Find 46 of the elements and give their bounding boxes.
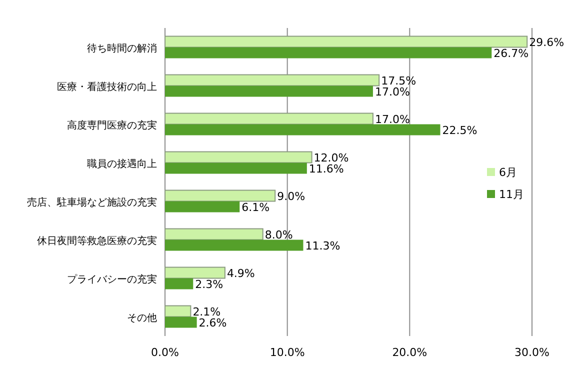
data-label: 11.3% xyxy=(305,239,340,252)
bar xyxy=(165,124,440,136)
bar xyxy=(164,190,276,202)
bar xyxy=(164,305,192,318)
y-tick-label: プライバシーの充実 xyxy=(67,273,157,286)
x-tick-label: 20.0% xyxy=(392,346,428,359)
y-tick-label: 職員の接遇向上 xyxy=(87,158,157,170)
bar xyxy=(164,228,264,240)
x-tick-label: 0.0% xyxy=(151,346,179,359)
data-label: 17.0% xyxy=(374,85,410,98)
bar xyxy=(165,278,194,290)
data-label: 26.7% xyxy=(494,46,529,60)
bar xyxy=(165,47,492,58)
bar xyxy=(164,36,528,48)
bar xyxy=(165,86,373,97)
bar xyxy=(164,112,374,125)
bar xyxy=(164,151,312,164)
data-label: 2.6% xyxy=(198,316,227,330)
data-label: 29.6% xyxy=(529,36,564,49)
y-tick-label: 医療・看護技術の向上 xyxy=(57,80,157,93)
y-tick-label: 高度専門医療の充実 xyxy=(67,119,157,132)
bar xyxy=(165,240,304,251)
bar xyxy=(164,74,380,86)
bar xyxy=(164,266,226,279)
data-label: 2.1% xyxy=(192,305,221,318)
data-label: 4.9% xyxy=(226,266,255,280)
data-label: 11.6% xyxy=(308,162,344,176)
bar xyxy=(165,162,307,174)
y-tick-label: 待ち時間の解消 xyxy=(87,42,157,54)
legend-label: 6月 xyxy=(499,166,517,179)
legend-label: 11月 xyxy=(499,188,524,201)
data-label: 6.1% xyxy=(242,200,270,214)
y-tick-label: 売店、駐車場など施設の充実 xyxy=(27,196,157,208)
y-tick-label: 休日夜間等救急医療の充実 xyxy=(37,234,157,247)
y-tick-label: その他 xyxy=(127,312,157,324)
x-tick-label: 30.0% xyxy=(514,346,550,359)
bar xyxy=(165,201,240,212)
x-tick-label: 10.0% xyxy=(270,346,305,359)
data-label: 2.3% xyxy=(195,278,224,291)
data-label: 8.0% xyxy=(264,228,293,242)
data-label: 12.0% xyxy=(314,151,349,164)
data-label: 17.0% xyxy=(374,112,410,126)
data-label: 9.0% xyxy=(277,190,306,203)
data-label: 22.5% xyxy=(442,124,478,137)
data-label: 17.5% xyxy=(381,74,416,88)
bar xyxy=(165,316,197,328)
